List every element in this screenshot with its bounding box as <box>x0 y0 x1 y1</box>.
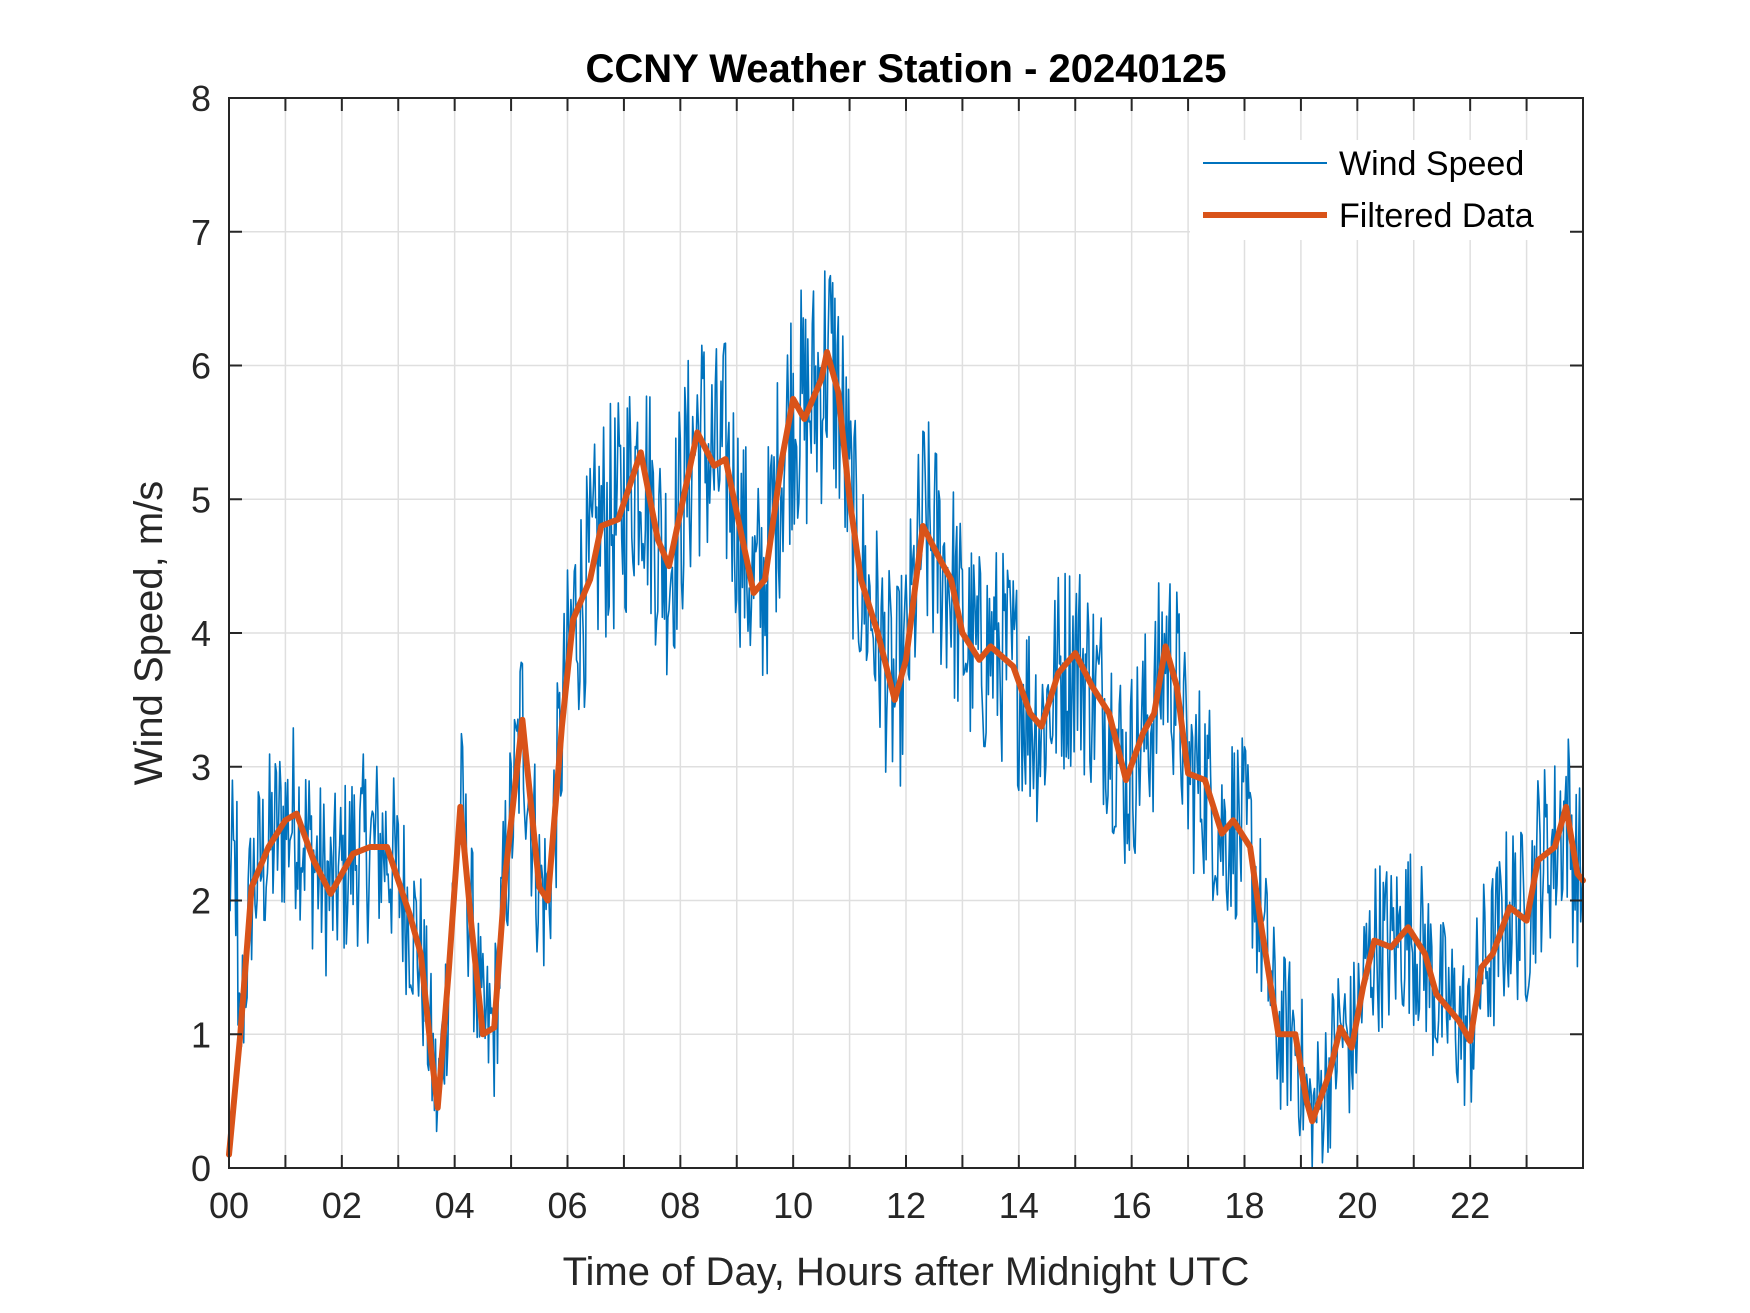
x-tick-label: 08 <box>660 1185 700 1226</box>
legend-label-filtered-data: Filtered Data <box>1339 197 1534 235</box>
x-axis-label: Time of Day, Hours after Midnight UTC <box>563 1250 1250 1294</box>
ticks <box>228 97 1583 1169</box>
x-tick-label: 16 <box>1112 1185 1152 1226</box>
y-tick-label: 1 <box>191 1014 211 1055</box>
x-tick-label: 12 <box>886 1185 926 1226</box>
legend-box <box>1190 140 1570 240</box>
y-tick-label: 8 <box>191 78 211 119</box>
y-tick-label: 0 <box>191 1148 211 1189</box>
x-tick-label: 02 <box>322 1185 362 1226</box>
legend: Wind Speed Filtered Data <box>1190 140 1570 240</box>
grid <box>229 98 1583 1168</box>
y-tick-label: 5 <box>191 479 211 520</box>
y-tick-label: 2 <box>191 881 211 922</box>
x-tick-label: 22 <box>1450 1185 1490 1226</box>
chart-title: CCNY Weather Station - 20240125 <box>586 47 1227 91</box>
y-tick-label: 4 <box>191 613 211 654</box>
series-layer <box>226 270 1586 1169</box>
x-tick-label: 14 <box>999 1185 1039 1226</box>
x-tick-label: 18 <box>1224 1185 1264 1226</box>
x-tick-label: 06 <box>547 1185 587 1226</box>
y-axis-label: Wind Speed, m/s <box>127 481 171 786</box>
y-tick-label: 3 <box>191 747 211 788</box>
x-tick-label: 00 <box>209 1185 249 1226</box>
x-tick-label: 10 <box>773 1185 813 1226</box>
x-tick-label: 04 <box>435 1185 475 1226</box>
legend-label-wind-speed: Wind Speed <box>1339 145 1524 183</box>
y-tick-label: 7 <box>191 212 211 253</box>
y-tick-label: 6 <box>191 346 211 387</box>
x-tick-label: 20 <box>1337 1185 1377 1226</box>
